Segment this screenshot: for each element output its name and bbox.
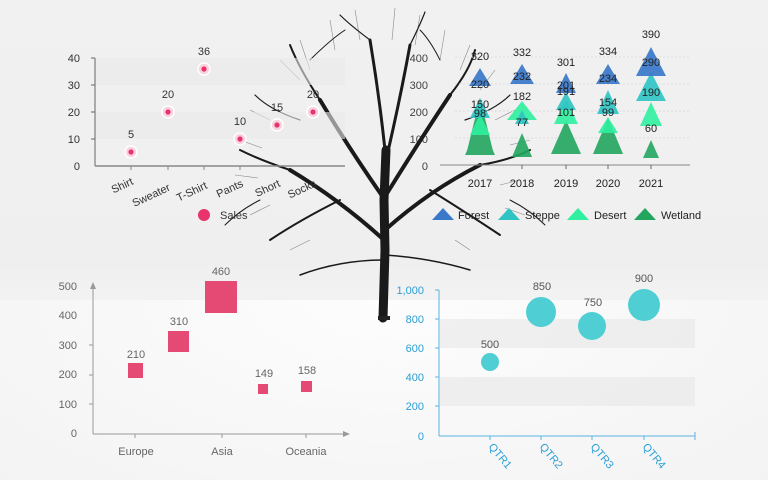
x-tick: 2017 xyxy=(468,178,492,190)
region-squares xyxy=(128,281,312,394)
y-tick: 400 xyxy=(59,310,77,322)
forest-series xyxy=(469,47,666,93)
y-tick: 400 xyxy=(410,53,428,65)
data-label: 60 xyxy=(645,123,657,135)
steppe-series xyxy=(470,72,666,124)
y-tick: 40 xyxy=(68,53,80,65)
data-label: 99 xyxy=(602,107,614,119)
data-label: 150 xyxy=(471,99,489,111)
data-label: 301 xyxy=(557,57,575,69)
data-label: 750 xyxy=(584,297,602,309)
y-tick: 100 xyxy=(410,134,428,146)
y-tick: 0 xyxy=(418,431,424,443)
x-tick: QTR1 xyxy=(486,441,514,471)
y-tick: 800 xyxy=(406,314,424,326)
x-tick: Asia xyxy=(211,446,233,458)
data-label: 332 xyxy=(513,47,531,59)
y-tick: 200 xyxy=(406,401,424,413)
x-tick: 2021 xyxy=(639,178,663,190)
legend-steppe-label: Steppe xyxy=(525,210,560,222)
x-tick: 2018 xyxy=(510,178,534,190)
x-tick: 2020 xyxy=(596,178,620,190)
data-label: 310 xyxy=(170,316,188,328)
y-tick: 400 xyxy=(406,372,424,384)
y-tick: 300 xyxy=(410,80,428,92)
data-label: 234 xyxy=(599,73,617,85)
x-tick: 2019 xyxy=(554,178,578,190)
y-tick: 600 xyxy=(406,343,424,355)
data-label: 98 xyxy=(474,108,486,120)
y-tick: 200 xyxy=(59,369,77,381)
legend-wetland-label: Wetland xyxy=(661,210,701,222)
x-tick: QTR4 xyxy=(640,441,668,471)
legend-forest-label: Forest xyxy=(458,210,489,222)
sales-points xyxy=(124,62,320,159)
y-tick: 0 xyxy=(422,161,428,173)
data-label: 20 xyxy=(307,89,319,101)
data-label: 101 xyxy=(557,107,575,119)
y-tick: 100 xyxy=(59,399,77,411)
data-label: 158 xyxy=(298,365,316,377)
legend-sales-label: Sales xyxy=(220,210,248,222)
y-tick: 20 xyxy=(68,107,80,119)
biome-legend: Forest Steppe Desert Wetland xyxy=(432,208,701,222)
data-label: 460 xyxy=(212,266,230,278)
x-tick: QTR2 xyxy=(537,441,565,471)
data-label: 154 xyxy=(599,97,617,109)
legend-wetland-icon xyxy=(634,208,656,220)
data-label: 850 xyxy=(533,281,551,293)
y-tick: 30 xyxy=(68,80,80,92)
data-label: 20 xyxy=(162,89,174,101)
data-label: 500 xyxy=(481,339,499,351)
y-tick: 0 xyxy=(74,161,80,173)
y-tick: 300 xyxy=(59,340,77,352)
y-tick: 10 xyxy=(68,134,80,146)
data-label: 77 xyxy=(516,117,528,129)
data-label: 390 xyxy=(642,29,660,41)
legend-desert-icon xyxy=(567,208,589,220)
legend-desert-label: Desert xyxy=(594,210,626,222)
x-tick: Europe xyxy=(118,446,153,458)
data-label: 290 xyxy=(642,57,660,69)
quarter-bubbles xyxy=(481,289,660,371)
data-label: 36 xyxy=(198,46,210,58)
x-tick: Oceania xyxy=(286,446,328,458)
data-label: 232 xyxy=(513,71,531,83)
data-label: 149 xyxy=(255,368,273,380)
data-label: 15 xyxy=(271,102,283,114)
data-label: 191 xyxy=(557,86,575,98)
y-tick: 500 xyxy=(59,281,77,293)
data-label: 320 xyxy=(471,51,489,63)
legend-forest-icon xyxy=(432,208,454,220)
y-tick: 0 xyxy=(71,428,77,440)
data-label: 182 xyxy=(513,91,531,103)
y-tick: 1,000 xyxy=(396,285,424,297)
data-label: 190 xyxy=(642,87,660,99)
x-tick: QTR3 xyxy=(588,441,616,471)
data-label: 220 xyxy=(471,79,489,91)
legend-sales-marker-icon xyxy=(198,209,210,221)
data-label: 201 xyxy=(557,80,575,92)
data-label: 334 xyxy=(599,46,617,58)
data-label: 210 xyxy=(127,349,145,361)
data-label: 900 xyxy=(635,273,653,285)
data-label: 5 xyxy=(128,129,134,141)
data-label: 10 xyxy=(234,116,246,128)
y-tick: 200 xyxy=(410,107,428,119)
legend-steppe-icon xyxy=(498,208,520,220)
